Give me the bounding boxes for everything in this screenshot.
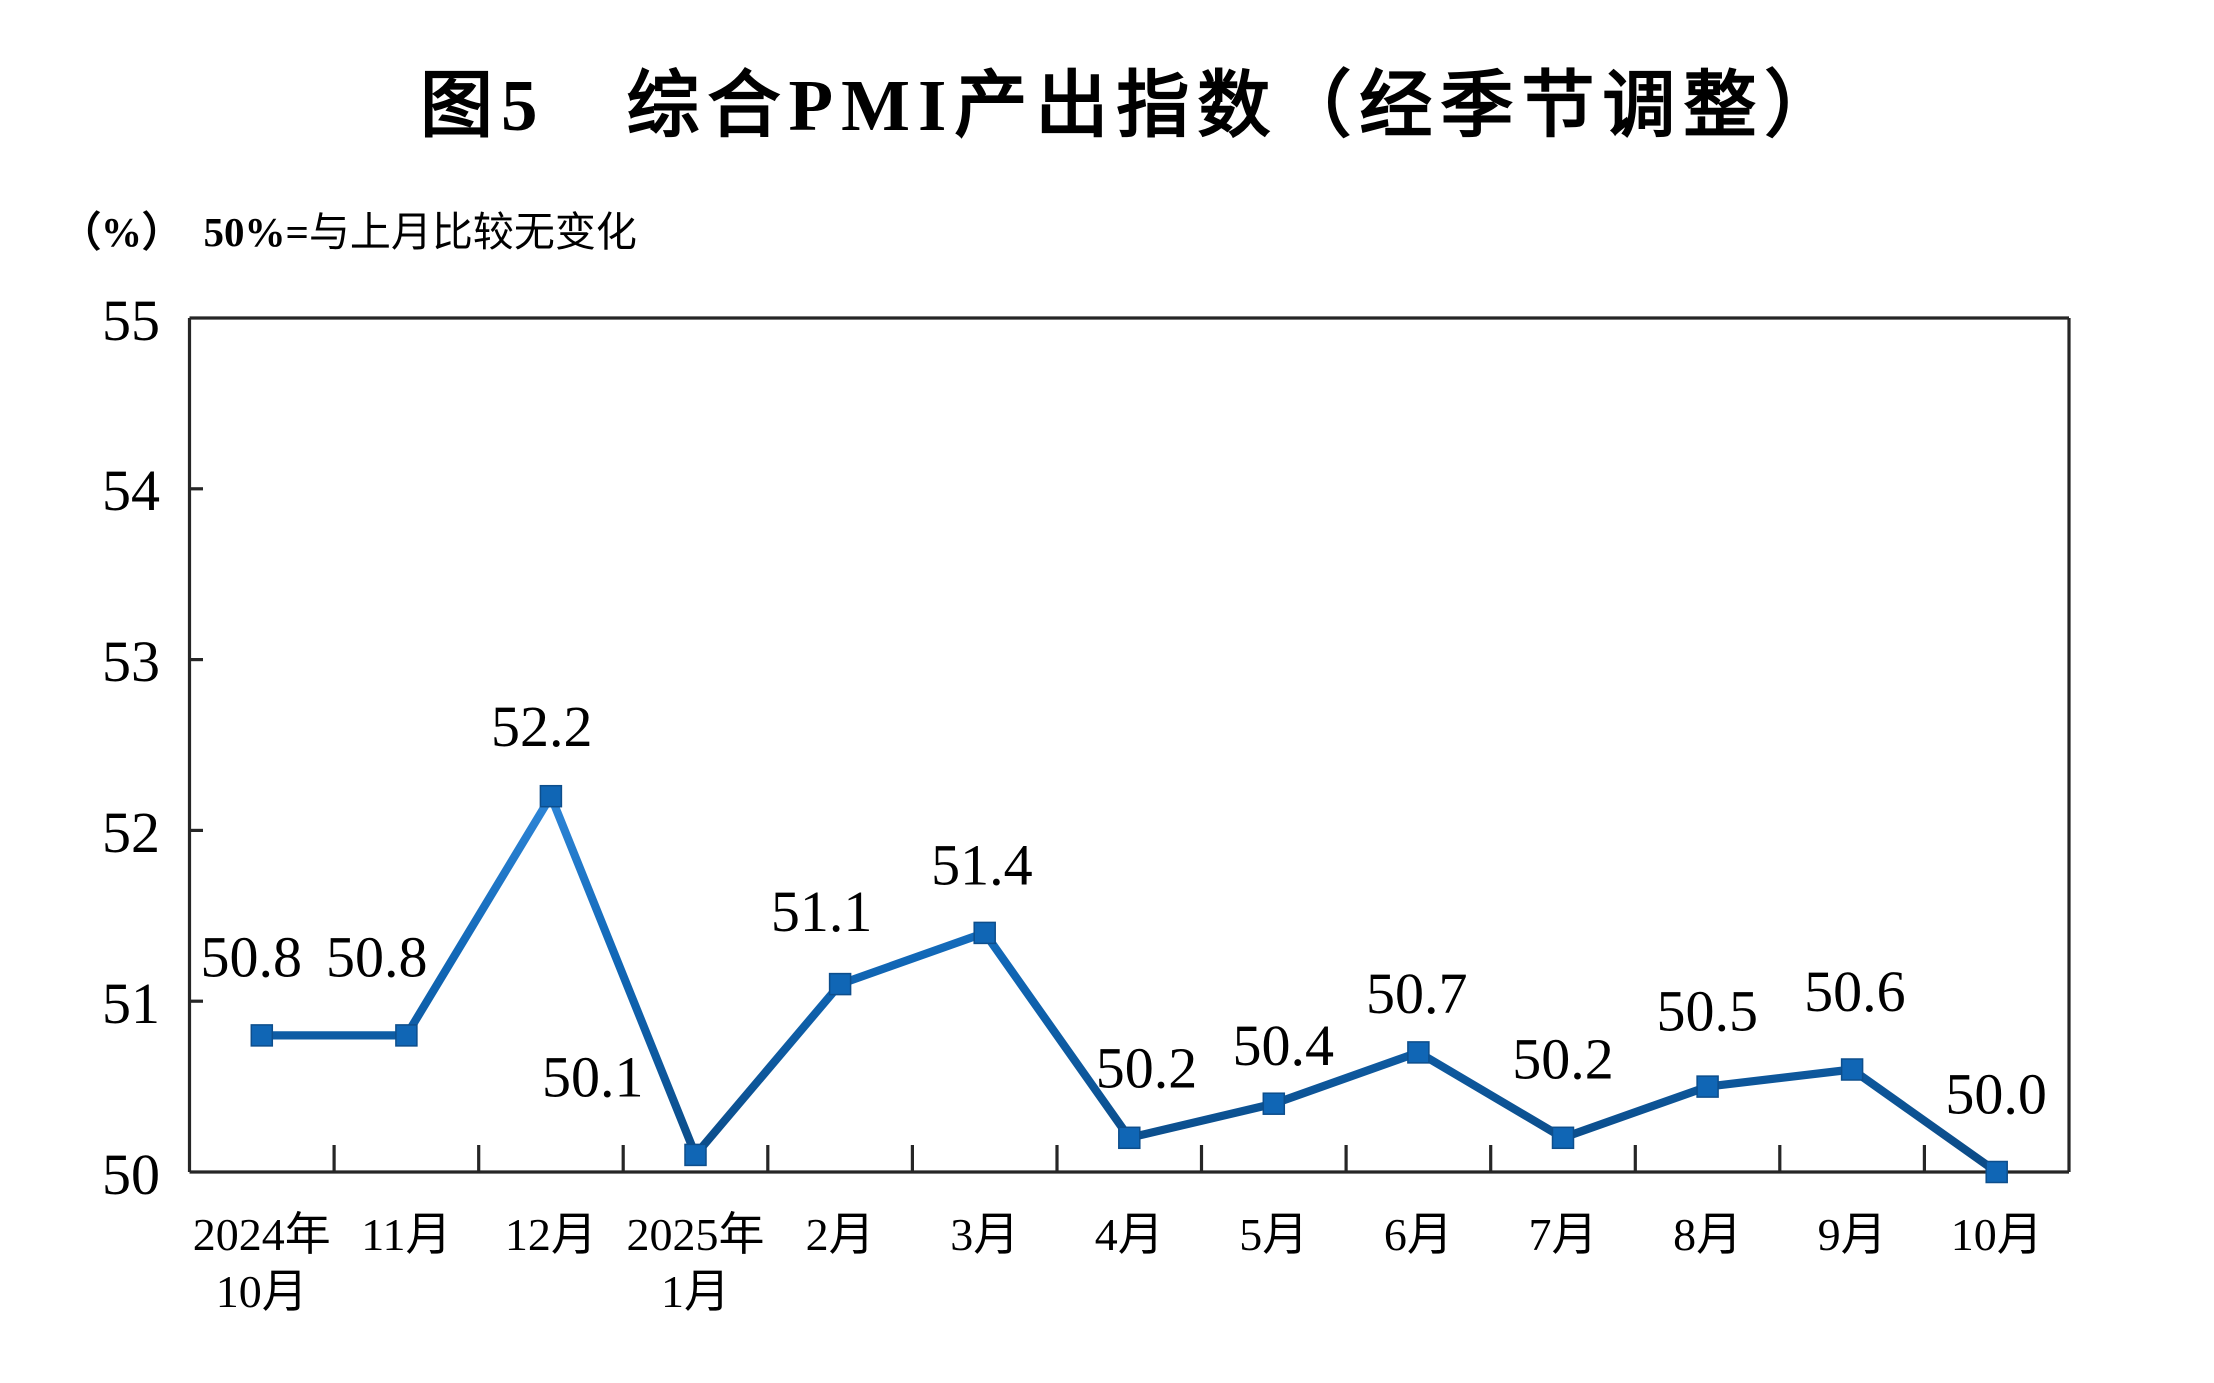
svg-text:51.4: 51.4 bbox=[931, 832, 1033, 897]
svg-text:53: 53 bbox=[102, 629, 160, 694]
svg-text:50.2: 50.2 bbox=[1096, 1036, 1198, 1101]
svg-text:50.8: 50.8 bbox=[201, 925, 303, 990]
svg-text:51: 51 bbox=[102, 971, 160, 1036]
svg-text:50.0: 50.0 bbox=[1945, 1061, 2047, 1126]
svg-text:52.2: 52.2 bbox=[491, 694, 593, 759]
svg-text:51.1: 51.1 bbox=[771, 879, 873, 944]
svg-text:4月: 4月 bbox=[1095, 1209, 1164, 1260]
svg-text:50.6: 50.6 bbox=[1804, 959, 1906, 1024]
svg-text:2025年: 2025年 bbox=[627, 1209, 765, 1260]
svg-text:10月: 10月 bbox=[1951, 1209, 2043, 1260]
svg-text:8月: 8月 bbox=[1673, 1209, 1742, 1260]
svg-text:52: 52 bbox=[102, 800, 160, 865]
svg-text:12月: 12月 bbox=[505, 1209, 597, 1260]
svg-text:55: 55 bbox=[102, 288, 160, 353]
svg-text:50.7: 50.7 bbox=[1366, 961, 1468, 1026]
svg-text:50.8: 50.8 bbox=[326, 925, 428, 990]
svg-text:50.2: 50.2 bbox=[1512, 1027, 1614, 1092]
svg-text:1月: 1月 bbox=[661, 1266, 730, 1317]
svg-text:11月: 11月 bbox=[361, 1209, 451, 1260]
svg-text:3月: 3月 bbox=[950, 1209, 1019, 1260]
svg-text:50: 50 bbox=[102, 1142, 160, 1207]
svg-text:2月: 2月 bbox=[806, 1209, 875, 1260]
svg-text:10月: 10月 bbox=[216, 1266, 308, 1317]
svg-text:7月: 7月 bbox=[1529, 1209, 1598, 1260]
svg-text:50.4: 50.4 bbox=[1232, 1013, 1334, 1078]
svg-text:6月: 6月 bbox=[1384, 1209, 1453, 1260]
svg-text:9月: 9月 bbox=[1818, 1209, 1887, 1260]
svg-text:54: 54 bbox=[102, 458, 160, 523]
svg-text:50.5: 50.5 bbox=[1656, 978, 1758, 1043]
svg-text:50.1: 50.1 bbox=[542, 1045, 644, 1110]
svg-text:5月: 5月 bbox=[1239, 1209, 1308, 1260]
svg-text:2024年: 2024年 bbox=[193, 1209, 331, 1260]
